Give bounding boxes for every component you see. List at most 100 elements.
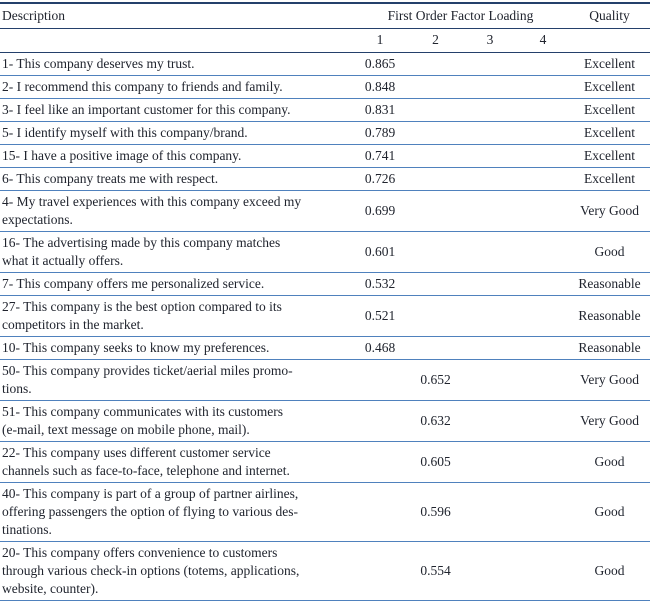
- table-row: 22- This company uses different customer…: [0, 441, 650, 483]
- factor-loading-3: [463, 482, 517, 542]
- table-row: 3- I feel like an important customer for…: [0, 98, 650, 122]
- table-row: 6- This company treats me with respect. …: [0, 167, 650, 191]
- factor-loading-3: [463, 190, 517, 232]
- factor-loading-4: [517, 359, 570, 401]
- factor-loading-1: 0.831: [352, 98, 408, 122]
- factor-loading-4: [517, 167, 570, 191]
- quality-value: Reasonable: [569, 272, 650, 296]
- quality-value: Very Good: [569, 190, 650, 232]
- factor-loading-2: [408, 121, 463, 145]
- factor-loading-3: [463, 167, 517, 191]
- factor-loading-4: [517, 231, 570, 273]
- header-description: Description: [0, 3, 352, 29]
- factor-loading-4: [517, 75, 570, 99]
- row-description: 22- This company uses different customer…: [0, 441, 352, 483]
- factor-loading-3: [463, 121, 517, 145]
- factor-loading-3: [463, 75, 517, 99]
- factor-loading-4: [517, 482, 570, 542]
- factor-loading-1: 0.865: [352, 52, 408, 76]
- factor-loading-2: 0.652: [408, 359, 463, 401]
- factor-loading-1: [352, 359, 408, 401]
- quality-value: Good: [569, 482, 650, 542]
- quality-value: Excellent: [569, 121, 650, 145]
- factor-loading-4: [517, 295, 570, 337]
- header-quality: Quality: [569, 3, 650, 29]
- header-sub-empty-quality: [569, 28, 650, 53]
- row-description: 40- This company is part of a group of p…: [0, 482, 352, 542]
- factor-loading-2: [408, 190, 463, 232]
- table-row: 1- This company deserves my trust. 0.865…: [0, 52, 650, 76]
- header-sub-empty-description: [0, 28, 352, 53]
- factor-loading-1: 0.699: [352, 190, 408, 232]
- factor-loading-4: [517, 121, 570, 145]
- row-description: 15- I have a positive image of this comp…: [0, 144, 352, 168]
- header-factor-col-1: 1: [352, 28, 408, 53]
- table-row: 51- This company communicates with its c…: [0, 400, 650, 442]
- factor-loading-2: [408, 231, 463, 273]
- factor-loading-1: [352, 541, 408, 601]
- quality-value: Very Good: [569, 359, 650, 401]
- factor-loading-4: [517, 336, 570, 360]
- table-header: Description First Order Factor Loading Q…: [0, 3, 650, 53]
- factor-loading-1: 0.532: [352, 272, 408, 296]
- table-row: 10- This company seeks to know my prefer…: [0, 336, 650, 360]
- factor-loading-2: [408, 98, 463, 122]
- factor-loading-1: 0.848: [352, 75, 408, 99]
- row-description: 1- This company deserves my trust.: [0, 52, 352, 76]
- factor-loading-3: [463, 52, 517, 76]
- factor-loading-1: 0.789: [352, 121, 408, 145]
- factor-loading-1: [352, 441, 408, 483]
- table-row: 2- I recommend this company to friends a…: [0, 75, 650, 99]
- table-row: 20- This company offers convenience to c…: [0, 541, 650, 601]
- factor-loading-2: [408, 144, 463, 168]
- factor-loading-3: [463, 272, 517, 296]
- factor-loading-2: 0.554: [408, 541, 463, 601]
- factor-loading-2: [408, 75, 463, 99]
- factor-loading-4: [517, 272, 570, 296]
- row-description: 6- This company treats me with respect.: [0, 167, 352, 191]
- row-description: 2- I recommend this company to friends a…: [0, 75, 352, 99]
- table-row: 16- The advertising made by this company…: [0, 231, 650, 273]
- quality-value: Good: [569, 231, 650, 273]
- factor-loading-2: 0.632: [408, 400, 463, 442]
- header-row-sub: 1 2 3 4: [0, 28, 650, 53]
- factor-loading-3: [463, 336, 517, 360]
- row-description: 51- This company communicates with its c…: [0, 400, 352, 442]
- factor-loading-2: [408, 272, 463, 296]
- factor-loading-2: [408, 167, 463, 191]
- factor-loading-2: 0.605: [408, 441, 463, 483]
- table-row: 5- I identify myself with this company/b…: [0, 121, 650, 145]
- row-description: 3- I feel like an important customer for…: [0, 98, 352, 122]
- factor-loading-3: [463, 144, 517, 168]
- table-row: 27- This company is the best option comp…: [0, 295, 650, 337]
- quality-value: Excellent: [569, 144, 650, 168]
- factor-loading-4: [517, 144, 570, 168]
- factor-loading-1: 0.601: [352, 231, 408, 273]
- row-description: 5- I identify myself with this company/b…: [0, 121, 352, 145]
- factor-loading-4: [517, 441, 570, 483]
- factor-loading-3: [463, 231, 517, 273]
- table-row: 4- My travel experiences with this compa…: [0, 190, 650, 232]
- header-factor-col-3: 3: [463, 28, 517, 53]
- factor-loading-4: [517, 52, 570, 76]
- table-row: 7- This company offers me personalized s…: [0, 272, 650, 296]
- table-body: 1- This company deserves my trust. 0.865…: [0, 52, 650, 601]
- row-description: 16- The advertising made by this company…: [0, 231, 352, 273]
- quality-value: Excellent: [569, 167, 650, 191]
- factor-loading-1: [352, 400, 408, 442]
- table-row: 15- I have a positive image of this comp…: [0, 144, 650, 168]
- quality-value: Excellent: [569, 75, 650, 99]
- quality-value: Excellent: [569, 52, 650, 76]
- row-description: 50- This company provides ticket/aerial …: [0, 359, 352, 401]
- header-factor-loading-group: First Order Factor Loading: [352, 3, 570, 29]
- factor-loading-3: [463, 295, 517, 337]
- quality-value: Good: [569, 541, 650, 601]
- quality-value: Good: [569, 441, 650, 483]
- header-factor-col-4: 4: [517, 28, 570, 53]
- factor-loading-1: 0.726: [352, 167, 408, 191]
- factor-loading-1: 0.741: [352, 144, 408, 168]
- factor-loading-4: [517, 541, 570, 601]
- factor-loading-2: [408, 336, 463, 360]
- factor-loading-3: [463, 359, 517, 401]
